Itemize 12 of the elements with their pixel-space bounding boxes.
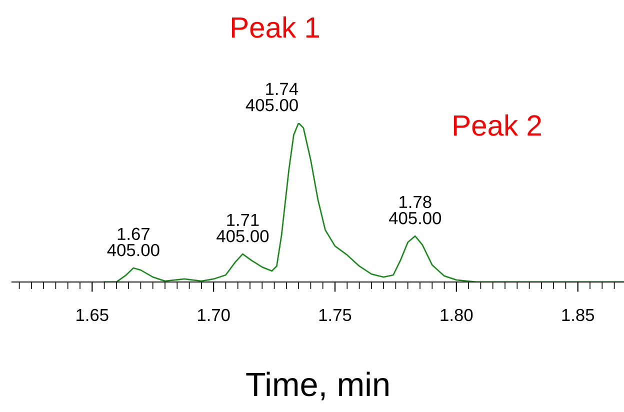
x-tick-label: 1.65 — [76, 308, 108, 322]
x-tick-label: 1.70 — [198, 308, 230, 322]
x-tick-label: 1.75 — [319, 309, 352, 322]
x-tick-label: 1.85 — [562, 308, 594, 322]
annotation: 1.74 405.00 — [246, 82, 298, 112]
annotation: 1.78 405.00 — [388, 196, 442, 224]
annotation: 1.67 405.00 — [107, 228, 160, 256]
x-tick-label: 1.80 — [440, 308, 473, 322]
annotation: 1.71 405.00 — [216, 214, 269, 242]
text: Peak 1 — [232, 16, 319, 38]
annotation: Peak 2 — [454, 114, 541, 136]
x-axis-title: Time, min — [246, 372, 388, 400]
